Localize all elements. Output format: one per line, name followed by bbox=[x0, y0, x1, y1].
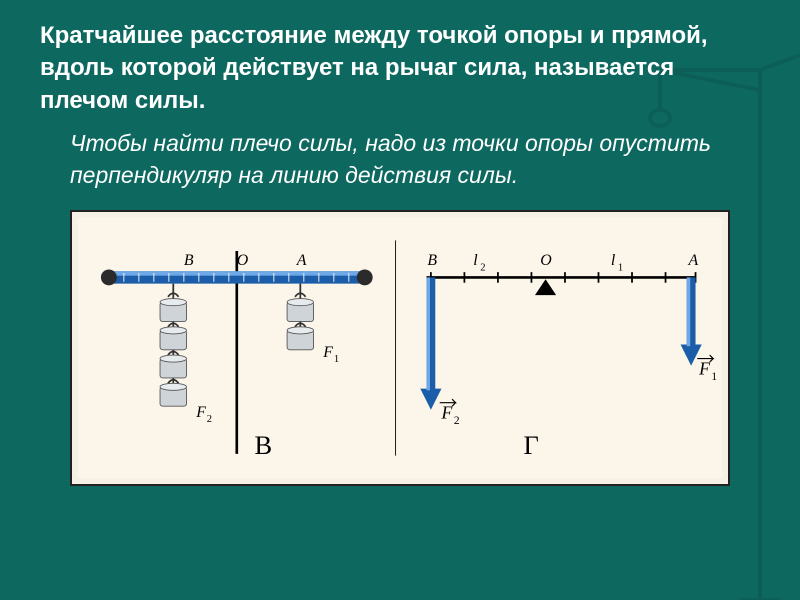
svg-text:B: B bbox=[427, 252, 437, 269]
svg-text:B: B bbox=[184, 252, 194, 269]
svg-text:l: l bbox=[473, 252, 478, 269]
note-text: Чтобы найти плечо силы, надо из точки оп… bbox=[40, 127, 760, 191]
weights-left bbox=[160, 283, 186, 406]
force-arrow-F1 bbox=[681, 277, 702, 365]
svg-text:1: 1 bbox=[334, 354, 339, 365]
svg-text:l: l bbox=[611, 252, 616, 269]
svg-text:Г: Г bbox=[524, 429, 539, 459]
svg-text:2: 2 bbox=[480, 262, 485, 273]
svg-text:В: В bbox=[254, 429, 272, 459]
svg-text:O: O bbox=[237, 252, 249, 269]
slide-content: Кратчайшее расстояние между точкой опоры… bbox=[0, 0, 800, 486]
svg-text:F: F bbox=[698, 358, 710, 378]
definition-text: Кратчайшее расстояние между точкой опоры… bbox=[40, 20, 760, 117]
svg-text:F: F bbox=[440, 402, 452, 422]
panel-G: B l 2 O l 1 A F 2 bbox=[420, 252, 717, 460]
panel-B: B O A F 1 bbox=[101, 251, 373, 460]
svg-text:2: 2 bbox=[454, 414, 460, 426]
svg-text:A: A bbox=[296, 252, 307, 269]
force-arrow-F2 bbox=[420, 277, 441, 409]
svg-text:A: A bbox=[687, 252, 698, 269]
lever-diagram: B O A F 1 bbox=[78, 218, 722, 478]
svg-text:2: 2 bbox=[207, 414, 212, 425]
weights-right bbox=[287, 283, 313, 349]
svg-text:O: O bbox=[540, 252, 552, 269]
svg-text:1: 1 bbox=[711, 370, 717, 382]
svg-text:1: 1 bbox=[618, 262, 623, 273]
svg-text:F: F bbox=[322, 343, 333, 360]
figure-frame: B O A F 1 bbox=[70, 210, 730, 486]
svg-text:F: F bbox=[195, 403, 206, 420]
